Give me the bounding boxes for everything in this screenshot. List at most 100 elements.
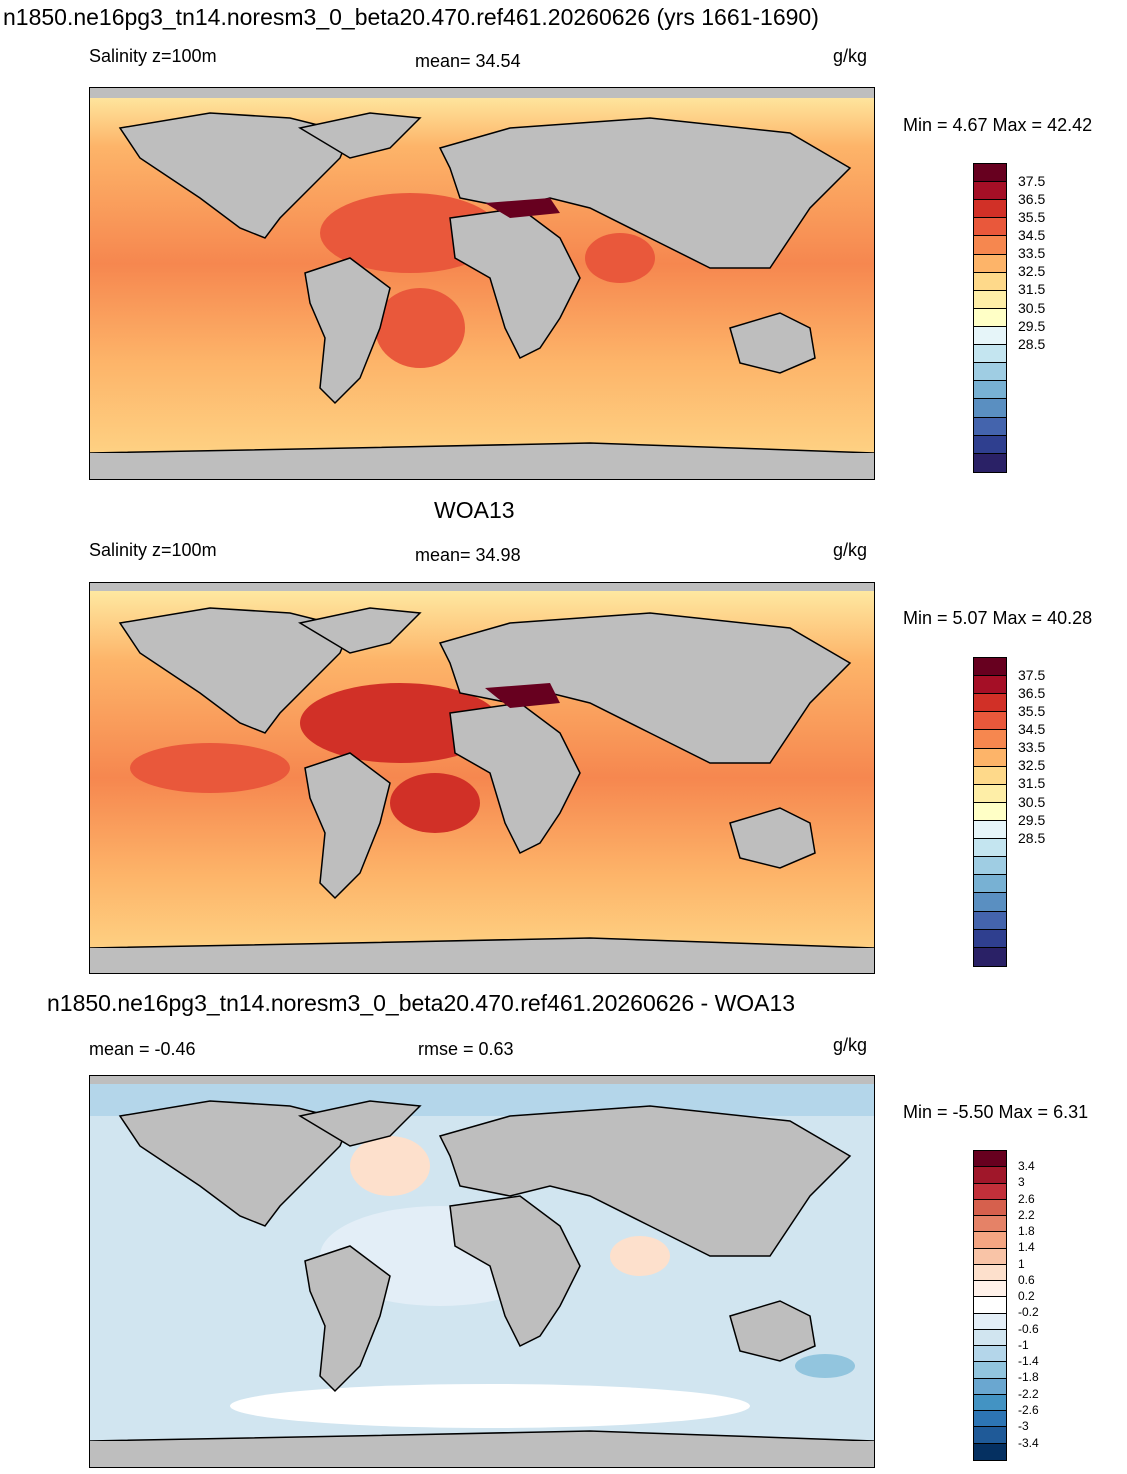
colorbar-tick-label: 1 — [1018, 1256, 1025, 1271]
colorbar-tick-label: 31.5 — [1018, 281, 1046, 298]
colorbar-swatch — [974, 236, 1006, 255]
panel3-minmax: Min = -5.50 Max = 6.31 — [903, 1102, 1089, 1122]
woa13-salinity-map — [90, 583, 874, 973]
colorbar-swatch — [974, 417, 1006, 436]
colorbar-tick-label: 29.5 — [1018, 317, 1046, 334]
colorbar-swatch — [974, 218, 1006, 237]
colorbar-swatch — [974, 694, 1006, 713]
colorbar-tick-label: 2.2 — [1018, 1207, 1035, 1222]
title-panel-3: n1850.ne16pg3_tn14.noresm3_0_beta20.470.… — [47, 990, 796, 1016]
colorbar-tick-label: 34.5 — [1018, 227, 1046, 244]
colorbar-swatch — [974, 345, 1006, 364]
land-shape — [118, 1100, 352, 1227]
colorbar-swatch — [974, 254, 1006, 273]
colorbar-swatch — [974, 712, 1006, 731]
colorbar-swatch — [974, 182, 1006, 201]
colorbar-swatch — [974, 1329, 1006, 1346]
colorbar-swatch — [974, 839, 1006, 858]
colorbar-difference — [973, 1150, 1007, 1461]
colorbar-tick-label: -2.6 — [1018, 1403, 1039, 1417]
colorbar-swatch — [974, 748, 1006, 767]
colorbar-tick-label: -3.4 — [1018, 1435, 1039, 1450]
panel2-mean: mean= 34.98 — [415, 545, 521, 565]
colorbar-swatch — [974, 1378, 1006, 1395]
model-salinity-map — [90, 88, 874, 479]
colorbar-swatch — [974, 1362, 1006, 1379]
colorbar-tick-label: 34.5 — [1018, 721, 1046, 738]
colorbar-tick-label: 33.5 — [1018, 245, 1046, 262]
colorbar-tick-label: -2.2 — [1018, 1386, 1039, 1401]
map-panel-difference — [89, 1075, 875, 1468]
colorbar-swatch — [974, 676, 1006, 695]
land-shape — [449, 207, 581, 360]
colorbar-swatch — [974, 435, 1006, 454]
land-shape — [304, 1245, 391, 1393]
colorbar-tick-label: 32.5 — [1018, 263, 1046, 280]
map-panel-woa13 — [89, 582, 875, 974]
colorbar-swatch — [974, 802, 1006, 821]
colorbar-swatch — [974, 308, 1006, 327]
colorbar-tick-label: -3 — [1018, 1419, 1029, 1434]
colorbar-swatch — [974, 911, 1006, 930]
colorbar-swatch — [974, 1151, 1006, 1168]
colorbar-swatch — [974, 381, 1006, 400]
land-shape — [729, 312, 816, 374]
panel2-left-label: Salinity z=100m — [89, 540, 217, 560]
colorbar-swatch — [974, 857, 1006, 876]
colorbar-tick-label: 36.5 — [1018, 684, 1046, 701]
land-shape — [297, 607, 422, 654]
colorbar-model — [973, 163, 1007, 473]
colorbar-swatch — [974, 1411, 1006, 1428]
colorbar-tick-label: -0.2 — [1018, 1305, 1039, 1320]
colorbar-swatch — [974, 1346, 1006, 1363]
colorbar-tick-label: 37.5 — [1018, 172, 1046, 189]
colorbar-swatch — [974, 1297, 1006, 1314]
colorbar-tick-label: -1 — [1018, 1337, 1029, 1352]
colorbar-tick-label: 3 — [1018, 1175, 1025, 1190]
colorbar-tick-label: -1.8 — [1018, 1370, 1039, 1385]
colorbar-swatch — [974, 1216, 1006, 1233]
land-shape — [449, 1195, 581, 1348]
colorbar-swatch — [974, 730, 1006, 749]
land-shape — [297, 1100, 422, 1147]
colorbar-tick-label: 31.5 — [1018, 775, 1046, 792]
panel1-units: g/kg — [833, 46, 868, 66]
land-shape — [438, 117, 852, 269]
panel3-rmse: rmse = 0.63 — [418, 1039, 514, 1059]
colorbar-swatch — [974, 326, 1006, 346]
colorbar-tick-label: 3.4 — [1018, 1159, 1035, 1174]
colorbar-swatch — [974, 929, 1006, 948]
colorbar-swatch — [974, 200, 1006, 219]
difference-salinity-map — [90, 1076, 874, 1467]
map-panel-model — [89, 87, 875, 480]
colorbar-tick-label: 30.5 — [1018, 299, 1046, 316]
colorbar-tick-label: 2.6 — [1018, 1191, 1035, 1206]
colorbar-swatch — [974, 1232, 1006, 1249]
colorbar-tick-label: -0.6 — [1018, 1321, 1039, 1336]
colorbar-swatch — [974, 875, 1006, 894]
panel3-units: g/kg — [833, 1035, 868, 1055]
colorbar-swatch — [974, 164, 1006, 183]
panel2-minmax: Min = 5.07 Max = 40.28 — [903, 608, 1093, 628]
colorbar-swatch — [974, 272, 1006, 291]
colorbar-swatch — [974, 453, 1006, 472]
colorbar-tick-label: -1.4 — [1018, 1354, 1039, 1369]
colorbar-tick-label: 0.6 — [1018, 1272, 1035, 1287]
colorbar-swatch — [974, 1264, 1006, 1281]
colorbar-tick-label: 1.4 — [1018, 1240, 1035, 1255]
colorbar-swatch — [974, 290, 1006, 309]
colorbar-tick-label: 28.5 — [1018, 335, 1046, 352]
colorbar-swatch — [974, 1248, 1006, 1265]
panel1-mean: mean= 34.54 — [415, 51, 521, 71]
land-shape — [118, 112, 352, 239]
land-shape — [297, 112, 422, 159]
colorbar-tick-label: 36.5 — [1018, 190, 1046, 207]
colorbar-swatch — [974, 784, 1006, 803]
colorbar-swatch — [974, 1281, 1006, 1298]
colorbar-swatch — [974, 947, 1006, 966]
colorbar-tick-label: 35.5 — [1018, 702, 1046, 719]
land-shape — [438, 1105, 852, 1257]
land-shape — [304, 752, 391, 900]
colorbar-tick-label: 30.5 — [1018, 793, 1046, 810]
land-shape — [438, 612, 852, 764]
